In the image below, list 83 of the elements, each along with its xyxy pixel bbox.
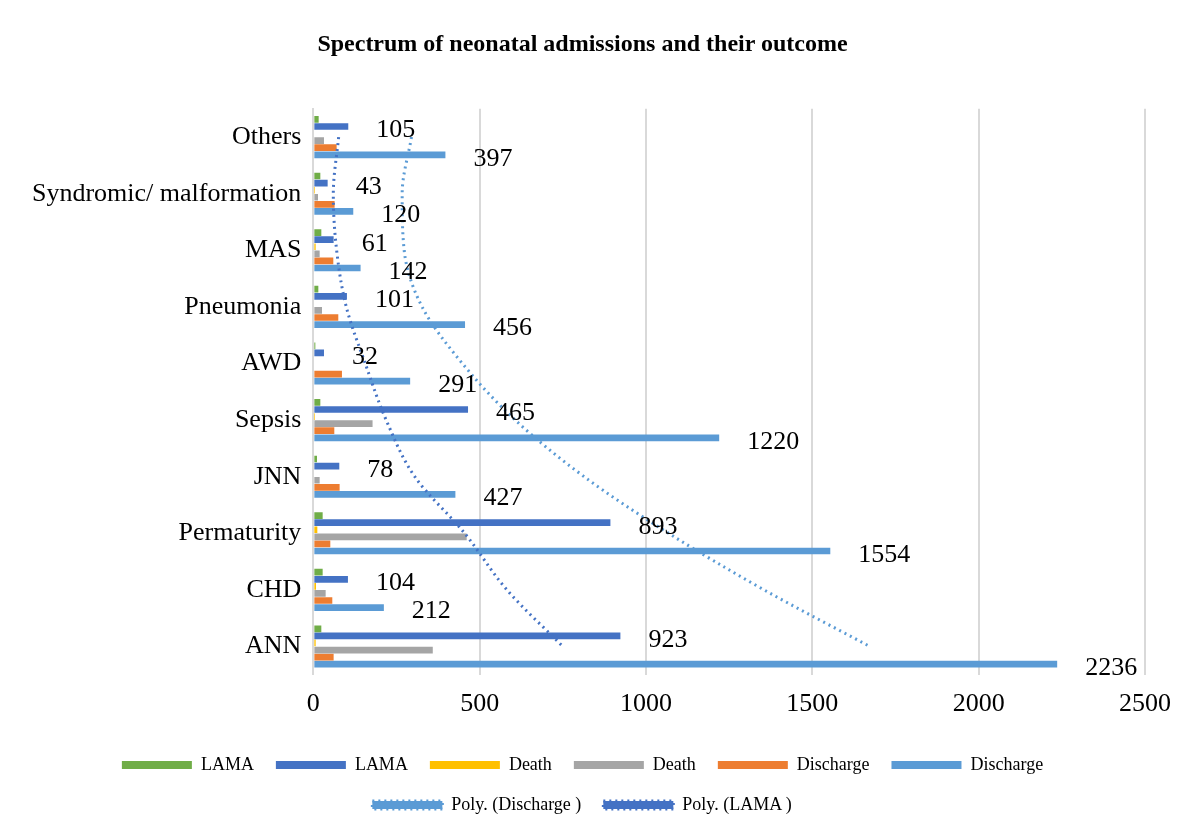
data-label: 105 [376, 114, 416, 144]
data-label: 427 [483, 482, 523, 512]
bar [314, 597, 333, 604]
bar [314, 137, 324, 144]
chart-title: Spectrum of neonatal admissions and their outcome [317, 29, 848, 56]
bar [314, 193, 318, 201]
data-label: 291 [438, 369, 478, 399]
legend-label: LAMA [200, 753, 254, 774]
bar [314, 172, 321, 180]
bar [314, 257, 334, 265]
data-label: 456 [493, 312, 533, 342]
legend-label: LAMA [354, 753, 408, 774]
bar [314, 420, 373, 427]
bar [314, 476, 320, 484]
bar [314, 653, 334, 661]
bar [314, 540, 331, 548]
data-label: 212 [411, 595, 451, 625]
legend-label: Discharge [796, 753, 870, 774]
bar [314, 575, 348, 583]
y-tick-label: Others [232, 120, 302, 150]
bar [314, 399, 321, 406]
bar [314, 625, 322, 633]
bar [314, 533, 467, 541]
bar [314, 285, 319, 293]
x-tick-label: 1000 [620, 688, 673, 718]
legend-label: Discharge [970, 753, 1044, 774]
x-tick-label: 2000 [952, 688, 1005, 718]
data-label: 61 [361, 227, 388, 257]
data-label: 104 [375, 567, 415, 597]
y-tick-label: Permaturity [178, 517, 302, 547]
data-label: 923 [648, 623, 688, 653]
bar [314, 590, 326, 597]
data-label: 101 [374, 284, 414, 314]
bar [314, 349, 324, 357]
bar [314, 179, 328, 187]
legend-label: Poly. (Discharge ) [451, 793, 582, 815]
bar [314, 491, 456, 498]
x-tick-label: 500 [460, 688, 500, 718]
data-label: 142 [388, 255, 428, 285]
bar [314, 250, 320, 258]
bar [314, 208, 354, 215]
y-tick-label: JNN [253, 460, 302, 490]
data-label: 397 [473, 142, 513, 172]
data-label: 43 [355, 170, 382, 200]
bar [314, 314, 339, 321]
y-tick-label: Sepsis [234, 403, 302, 433]
bar [314, 123, 349, 130]
y-tick-label: MAS [244, 234, 302, 264]
y-tick-label: Syndromic/ malformation [32, 177, 302, 207]
x-tick-label: 0 [306, 688, 320, 718]
x-tick-label: 1500 [786, 688, 839, 718]
legend-label: Death [652, 753, 696, 774]
data-label: 2236 [1085, 652, 1138, 682]
bar [314, 483, 340, 491]
bar [314, 526, 318, 534]
data-label: 120 [381, 199, 421, 229]
bar [314, 370, 342, 378]
bar [314, 229, 322, 236]
data-label: 78 [367, 453, 394, 483]
data-label: 465 [496, 397, 536, 427]
bar [314, 646, 433, 654]
bar [314, 455, 317, 463]
bar [314, 144, 337, 152]
bar [314, 200, 335, 208]
x-tick-label: 2500 [1119, 688, 1171, 718]
data-label: 1554 [858, 538, 911, 568]
data-label: 1220 [747, 425, 800, 455]
bar [314, 568, 323, 576]
y-tick-label: ANN [245, 630, 302, 660]
bar [314, 307, 322, 314]
y-tick-label: Pneumonia [184, 290, 302, 320]
data-label: 893 [638, 510, 678, 540]
legend-label: Death [508, 753, 552, 774]
y-tick-label: AWD [241, 347, 302, 377]
bar [314, 427, 335, 435]
bar [314, 604, 384, 611]
legend-label: Poly. (LAMA ) [682, 793, 792, 815]
y-tick-label: CHD [246, 573, 302, 603]
bar [314, 660, 1058, 668]
bar [314, 377, 411, 385]
bar [314, 512, 323, 519]
data-label: 32 [351, 340, 378, 370]
bar [314, 116, 319, 123]
